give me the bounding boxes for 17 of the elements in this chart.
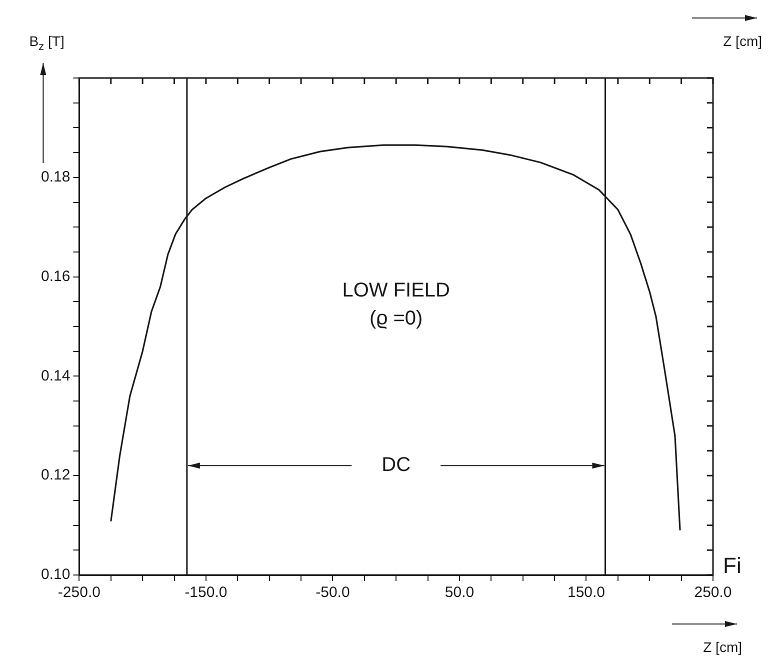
x-tick-label: 250.0 — [694, 584, 732, 602]
x-axis-title: Z [cm] — [723, 33, 762, 49]
y-tick-label: 0.12 — [40, 466, 70, 484]
x-tick-label: 150.0 — [567, 584, 606, 602]
x-tick-label: -50.0 — [316, 584, 350, 602]
annotation: LOW FIELD — [342, 280, 450, 302]
x-tick-label: -150.0 — [184, 584, 228, 602]
annotation: DC — [382, 454, 411, 476]
y-tick-label: 0.18 — [40, 168, 70, 186]
x-tick-label: -250.0 — [58, 584, 100, 602]
text: Fi — [723, 553, 742, 578]
y-tick-label: 0.14 — [40, 367, 70, 384]
y-tick-label: 0.16 — [40, 268, 70, 285]
annotation: (ϱ =0) — [370, 308, 423, 330]
text: Z [cm] — [703, 639, 742, 655]
x-tick-label: 50.0 — [444, 584, 474, 602]
y-tick-label: 0.10 — [40, 566, 70, 584]
